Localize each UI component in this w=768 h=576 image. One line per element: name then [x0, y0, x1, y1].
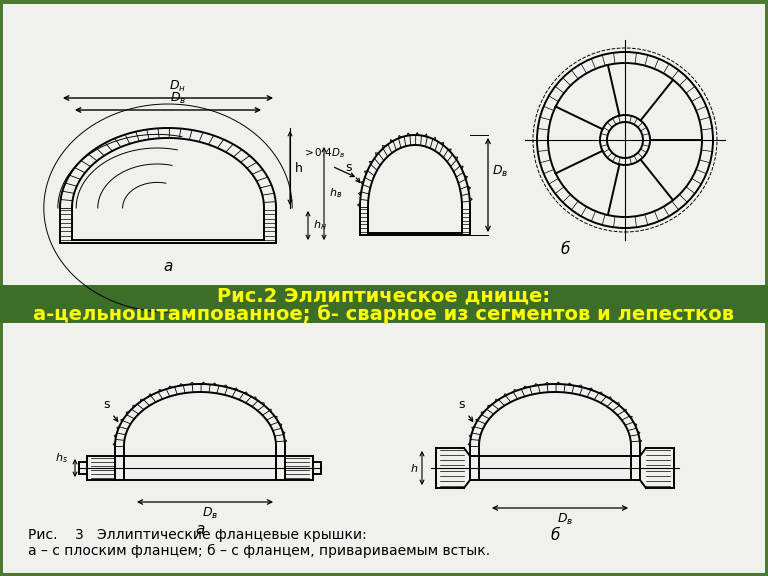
Text: $D_н$: $D_н$	[170, 79, 187, 94]
Text: $D_в$: $D_в$	[557, 512, 573, 527]
Bar	[0, 285, 768, 323]
Text: h: h	[295, 161, 303, 175]
Text: Рис.2 Эллиптическое днище:: Рис.2 Эллиптическое днище:	[217, 286, 551, 305]
Text: $D_в$: $D_в$	[202, 506, 218, 521]
Text: Рис.    3   Эллиптические фланцевые крышки:: Рис. 3 Эллиптические фланцевые крышки:	[28, 528, 367, 542]
Bar	[3, 4, 765, 285]
Text: $D_в$: $D_в$	[170, 91, 186, 106]
Text: а – с плоским фланцем; б – с фланцем, привариваемым встык.: а – с плоским фланцем; б – с фланцем, пр…	[28, 544, 490, 558]
Text: а: а	[195, 522, 205, 537]
Text: $D_в$: $D_в$	[492, 164, 508, 179]
Text: а-цельноштампованное; б- сварное из сегментов и лепестков: а-цельноштампованное; б- сварное из сегм…	[34, 304, 734, 324]
Text: s: s	[103, 398, 109, 411]
Text: а: а	[164, 259, 173, 274]
Text: $h_s$: $h_s$	[55, 451, 68, 465]
Text: $h_н$: $h_н$	[313, 219, 327, 232]
Text: s: s	[458, 398, 465, 411]
Text: б: б	[561, 242, 570, 257]
Text: s: s	[345, 161, 352, 174]
Text: $>0.4D_в$: $>0.4D_в$	[303, 146, 346, 160]
Text: б: б	[551, 528, 560, 543]
Text: $h_в$: $h_в$	[329, 187, 343, 200]
Text: $h$: $h$	[410, 462, 418, 474]
Bar	[3, 323, 765, 573]
